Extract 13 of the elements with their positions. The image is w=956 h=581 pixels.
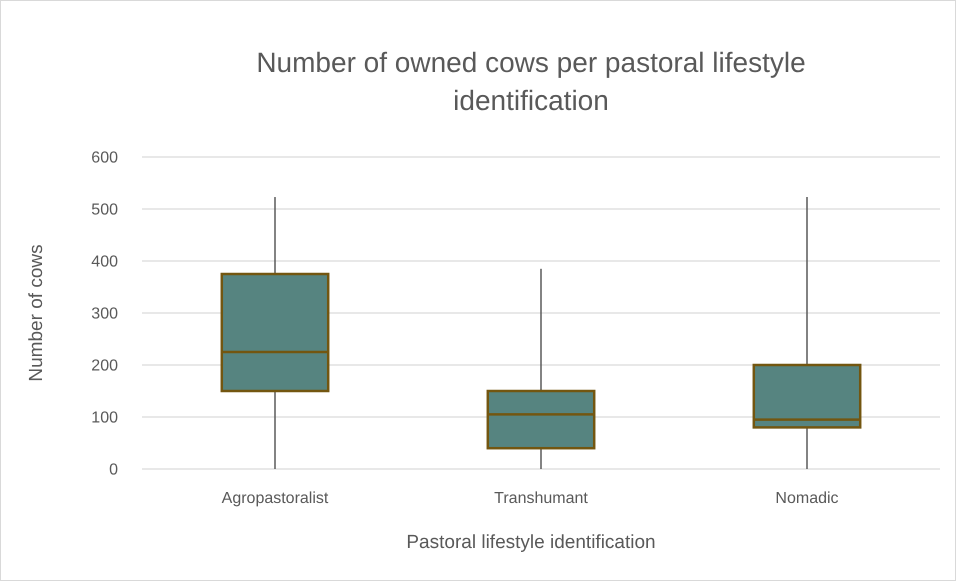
- y-tick-label: 0: [109, 462, 118, 479]
- y-tick-label: 200: [91, 358, 118, 375]
- y-tick-label: 500: [91, 202, 118, 219]
- y-tick-label: 400: [91, 254, 118, 271]
- y-tick-label: 600: [91, 150, 118, 167]
- x-tick-label: Transhumant: [494, 490, 588, 507]
- x-tick-label: Nomadic: [775, 490, 839, 507]
- y-tick-label: 300: [91, 306, 118, 323]
- y-axis-title: Number of cows: [26, 244, 47, 382]
- x-axis-title: Pastoral lifestyle identification: [406, 532, 656, 553]
- chart-title: Number of owned cows per pastoral lifestyle identification: [256, 47, 806, 116]
- y-tick-label: 100: [91, 410, 118, 427]
- x-tick-label: Agropastoralist: [222, 490, 329, 507]
